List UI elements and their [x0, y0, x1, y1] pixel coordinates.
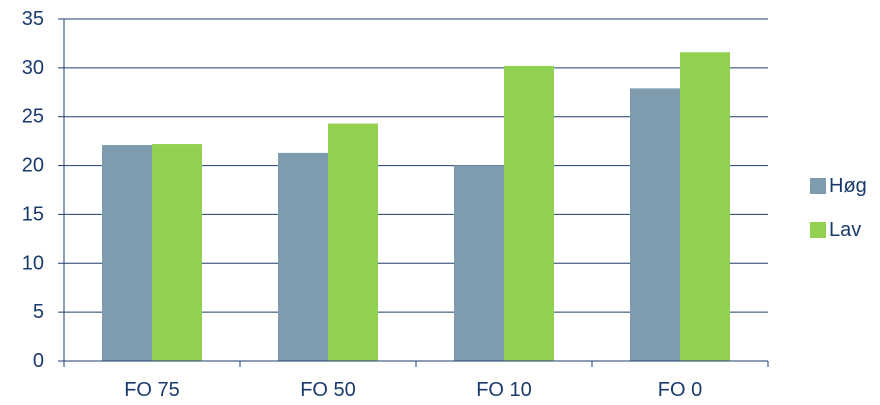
- bar-lav-fo-50: [328, 123, 378, 361]
- y-tick-label-1: 5: [33, 301, 44, 323]
- legend-swatch-lav: [810, 222, 826, 238]
- bar-h-g-fo-75: [102, 145, 152, 361]
- y-tick-label-7: 35: [22, 8, 44, 30]
- y-tick-label-3: 15: [22, 203, 44, 225]
- y-tick-label-2: 10: [22, 252, 44, 274]
- legend-label-lav: Lav: [829, 219, 861, 241]
- bar-h-g-fo-0: [630, 88, 680, 362]
- legend-swatch-h-g: [810, 178, 826, 194]
- x-tick-label-fo-50: FO 50: [300, 379, 356, 401]
- bar-h-g-fo-50: [278, 152, 328, 361]
- x-tick-label-fo-10: FO 10: [476, 379, 532, 401]
- bar-lav-fo-75: [152, 144, 202, 361]
- y-tick-label-0: 0: [33, 350, 44, 372]
- y-axis-tick-labels: 0 5 10 15 20 25 30 35: [22, 8, 44, 372]
- axes: [58, 18, 769, 367]
- x-axis-tick-labels: FO 75 FO 50 FO 10 FO 0: [124, 379, 702, 401]
- legend-label-h-g: Høg: [829, 175, 867, 197]
- y-tick-label-6: 30: [22, 57, 44, 79]
- y-tick-label-4: 20: [22, 155, 44, 177]
- x-tick-label-fo-75: FO 75: [124, 379, 180, 401]
- bar-lav-fo-10: [504, 65, 554, 361]
- legend: Høg Lav: [810, 175, 867, 241]
- y-tick-label-5: 25: [22, 106, 44, 128]
- x-tick-label-fo-0: FO 0: [658, 379, 702, 401]
- bar-h-g-fo-10: [454, 165, 504, 361]
- bars: [102, 52, 730, 362]
- bar-lav-fo-0: [680, 52, 730, 361]
